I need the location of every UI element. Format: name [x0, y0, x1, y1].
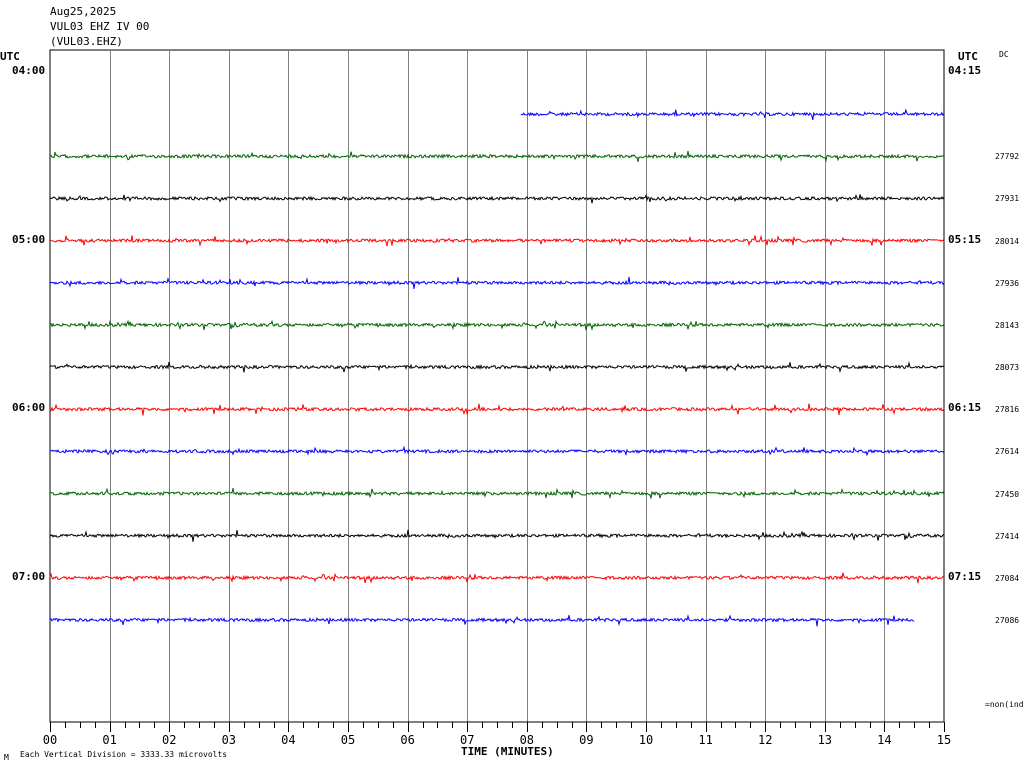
- utc-left-label: UTC: [0, 50, 20, 63]
- dc-value: 27450: [995, 489, 1020, 499]
- trace-line: [49, 361, 945, 374]
- dc-value: 27792: [995, 152, 1020, 162]
- trace-line: [49, 487, 945, 500]
- trace-line: [50, 445, 945, 457]
- x-tick-label: 08: [520, 733, 534, 747]
- x-tick-label: 10: [639, 733, 653, 747]
- x-tick-label: 11: [698, 733, 712, 747]
- trace-line: [520, 108, 945, 121]
- trace-line: [49, 572, 945, 584]
- x-tick-label: 00: [43, 733, 57, 747]
- x-tick-label: 12: [758, 733, 772, 747]
- dc-value: 28143: [995, 320, 1020, 330]
- right-time-label: 06:15: [948, 401, 982, 415]
- trace-line: [49, 529, 945, 542]
- x-tick-label: 15: [937, 733, 951, 747]
- channel-label: (VUL03.EHZ): [50, 35, 123, 48]
- x-tick-label: 07: [460, 733, 474, 747]
- left-time-label: 05:00: [12, 232, 46, 246]
- dc-value: 27414: [995, 531, 1020, 541]
- dc-value: 28073: [995, 363, 1020, 373]
- x-tick-label: 09: [579, 733, 593, 747]
- right-time-label: 04:15: [948, 64, 982, 77]
- left-time-label: 04:00: [12, 64, 46, 77]
- trace-line: [49, 234, 945, 247]
- trace-line: [49, 276, 945, 289]
- x-tick-label: 14: [877, 733, 891, 747]
- x-tick-label: 06: [400, 733, 414, 747]
- right-time-label: 05:15: [948, 232, 982, 246]
- trace-line: [49, 614, 915, 627]
- x-tick-label: 05: [341, 733, 355, 747]
- dc-value: 27086: [995, 615, 1020, 625]
- station-label: VUL03 EHZ IV 00: [50, 20, 150, 33]
- x-tick-label: 01: [102, 733, 116, 747]
- dc-value: 27936: [995, 278, 1020, 288]
- date-label: Aug25,2025: [50, 5, 117, 18]
- dc-value: 27931: [995, 194, 1020, 204]
- xaxis-title: TIME (MINUTES): [461, 745, 554, 758]
- footer-mark: M: [4, 753, 9, 762]
- x-tick-label: 03: [222, 733, 236, 747]
- trace-line: [49, 194, 945, 204]
- left-time-label: 06:00: [12, 401, 46, 415]
- trace-line: [49, 403, 945, 416]
- traces: [49, 108, 945, 627]
- scale-footer: Each Vertical Division = 3333.33 microvo…: [20, 750, 228, 759]
- x-tick-label: 02: [162, 733, 176, 747]
- grid: [49, 49, 945, 723]
- x-tick-label: 04: [281, 733, 295, 747]
- left-time-label: 07:00: [12, 569, 46, 583]
- trace-line: [49, 150, 945, 163]
- dc-value: 27614: [995, 447, 1020, 457]
- dc-value: 28014: [995, 236, 1020, 246]
- dc-label: DC: [999, 50, 1009, 59]
- dc-value: 27084: [995, 573, 1020, 583]
- non-ind-label: =non(ind: [985, 700, 1024, 709]
- x-tick-label: 13: [818, 733, 832, 747]
- x-ticks: 00 01 02 03 04 05 06 07 08 09 10 11 12 13 14 15: [43, 721, 951, 747]
- right-time-label: 07:15: [948, 569, 982, 583]
- dc-value: 27816: [995, 405, 1020, 415]
- trace-line: [49, 319, 945, 331]
- utc-right-label: UTC: [958, 50, 978, 63]
